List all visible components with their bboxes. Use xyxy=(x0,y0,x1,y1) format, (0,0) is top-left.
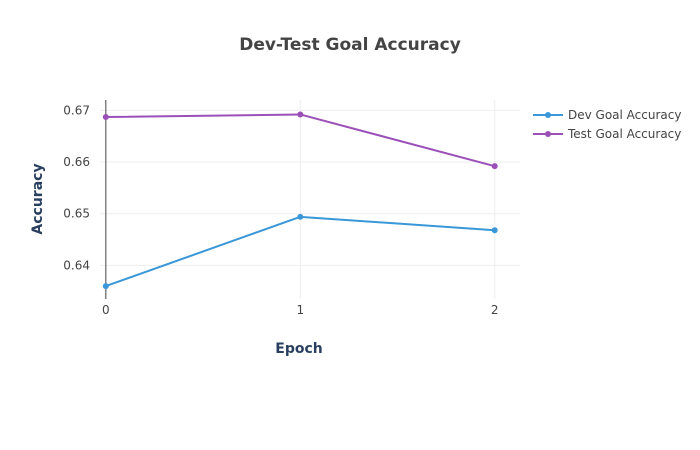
x-axis-ticks: 0 1 2 xyxy=(102,303,499,317)
legend-swatch-marker xyxy=(545,131,551,137)
y-tick-label: 0.67 xyxy=(63,103,90,117)
y-axis-ticks: 0.64 0.65 0.66 0.67 xyxy=(63,103,90,272)
chart-title: Dev-Test Goal Accuracy xyxy=(239,35,461,55)
data-point[interactable] xyxy=(102,114,109,121)
legend-label: Test Goal Accuracy xyxy=(567,127,681,141)
grid-lines xyxy=(100,100,520,299)
series-layer xyxy=(102,111,498,290)
x-tick-label: 1 xyxy=(296,303,304,317)
x-axis-title: Epoch xyxy=(275,341,322,357)
x-tick-label: 2 xyxy=(491,303,499,317)
y-tick-label: 0.66 xyxy=(63,155,90,169)
legend-swatch-marker xyxy=(545,112,551,118)
legend-label: Dev Goal Accuracy xyxy=(568,108,681,122)
legend-item[interactable]: Dev Goal Accuracy xyxy=(533,108,681,122)
data-point[interactable] xyxy=(297,111,304,118)
y-tick-label: 0.65 xyxy=(63,207,90,221)
data-point[interactable] xyxy=(491,163,498,170)
legend-item[interactable]: Test Goal Accuracy xyxy=(533,127,681,141)
data-point[interactable] xyxy=(491,227,498,234)
y-axis-title: Accuracy xyxy=(30,163,46,234)
y-tick-label: 0.64 xyxy=(63,258,90,272)
legend[interactable]: Dev Goal Accuracy Test Goal Accuracy xyxy=(533,108,681,141)
data-point[interactable] xyxy=(102,283,109,290)
data-point[interactable] xyxy=(297,213,304,220)
x-tick-label: 0 xyxy=(102,303,110,317)
